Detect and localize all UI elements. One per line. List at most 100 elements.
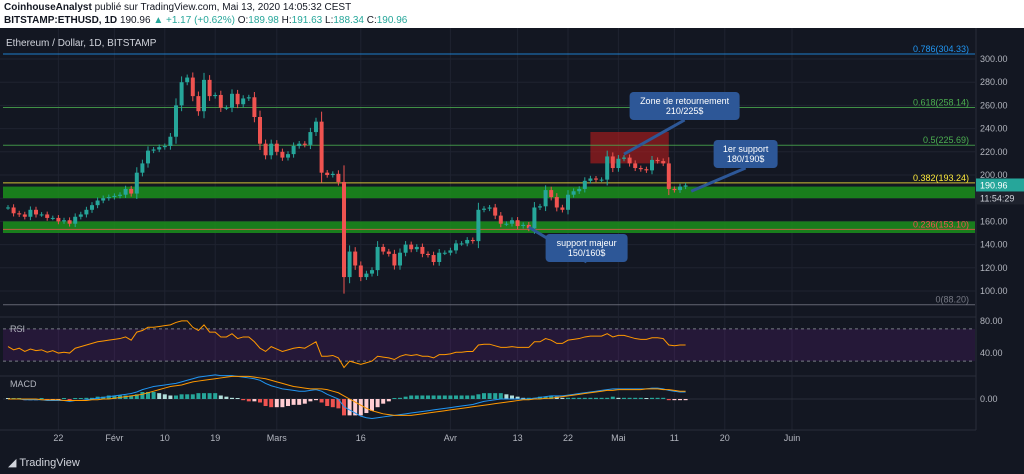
macd-histogram-bar — [454, 395, 458, 399]
macd-histogram-bar — [157, 393, 162, 399]
macd-histogram-bar — [661, 397, 666, 399]
macd-histogram-bar — [213, 393, 218, 399]
candle-body — [112, 195, 117, 198]
macd-histogram-bar — [644, 398, 649, 399]
x-tick-label: 20 — [720, 433, 730, 443]
candle-body — [666, 163, 671, 189]
candle-body — [627, 157, 632, 164]
callout-line: Zone de retournement — [640, 96, 730, 106]
y-tick-label: 200.00 — [980, 170, 1008, 180]
candle-body — [515, 220, 520, 227]
candle-body — [269, 143, 274, 156]
macd-histogram-bar — [605, 397, 610, 399]
fib-level-label: 0(88.20) — [935, 295, 969, 305]
candle-body — [263, 143, 268, 156]
macd-histogram-bar — [627, 397, 632, 399]
candle-body — [521, 224, 526, 227]
candle-body — [101, 198, 106, 201]
candle-body — [280, 151, 285, 158]
candle-body — [73, 216, 78, 224]
macd-histogram-bar — [414, 395, 419, 399]
x-tick-label: Févr — [105, 433, 123, 443]
candle-body — [45, 214, 50, 218]
candle-body — [157, 147, 162, 150]
macd-histogram-bar — [218, 395, 223, 399]
candle-body — [644, 169, 649, 171]
macd-histogram-bar — [386, 399, 391, 402]
candle-body — [84, 209, 89, 215]
candle-body — [146, 150, 150, 164]
macd-histogram-bar — [123, 395, 128, 399]
candle-body — [683, 185, 688, 187]
candle-body — [39, 214, 44, 216]
candle-body — [470, 239, 475, 242]
candle-body — [633, 163, 638, 169]
candle-body — [610, 156, 615, 169]
author-name[interactable]: CoinhouseAnalyst — [4, 2, 92, 13]
tradingview-brand[interactable]: ◢ TradingView — [8, 456, 80, 469]
macd-histogram-bar — [409, 395, 414, 399]
macd-histogram-bar — [560, 397, 565, 399]
macd-histogram-bar — [577, 397, 582, 399]
macd-histogram-bar — [521, 397, 526, 399]
candle-body — [543, 190, 548, 207]
rsi-tick-label: 80.00 — [980, 316, 1003, 326]
macd-histogram-bar — [353, 399, 358, 416]
macd-label: MACD — [10, 379, 37, 389]
callout-line: 1er support — [723, 144, 769, 154]
macd-histogram-bar — [392, 398, 397, 399]
macd-histogram-bar — [678, 399, 682, 401]
macd-pane: MACD 0.00 — [3, 374, 998, 420]
candle-body — [655, 159, 660, 162]
candle-body — [174, 105, 178, 137]
candle-body — [526, 224, 531, 229]
candle-body — [213, 94, 218, 97]
callout-pointer — [623, 118, 686, 156]
candle-body — [325, 172, 330, 175]
candle-body — [129, 188, 134, 194]
macd-line — [8, 374, 686, 420]
candle-body — [291, 146, 296, 155]
macd-histogram-bar — [482, 393, 486, 399]
y-tick-label: 120.00 — [980, 263, 1008, 273]
rsi-label: RSI — [10, 324, 25, 334]
y-tick-label: 220.00 — [980, 147, 1008, 157]
macd-histogram-bar — [622, 397, 626, 399]
candle-body — [538, 206, 542, 208]
callout-line: 150/160$ — [568, 248, 606, 258]
macd-histogram-bar — [162, 394, 167, 399]
macd-histogram-bar — [224, 396, 229, 399]
macd-histogram-bar — [274, 399, 279, 408]
macd-histogram-bar — [185, 394, 190, 399]
candle-body — [459, 243, 464, 245]
callout-box — [713, 140, 778, 168]
macd-histogram-bar — [319, 399, 324, 403]
macd-histogram-bar — [235, 398, 240, 399]
macd-histogram-bar — [146, 391, 150, 399]
callout-box — [629, 92, 740, 120]
candle-body — [420, 246, 425, 254]
published-text: publié sur TradingView.com, Mai 13, 2020… — [94, 2, 352, 13]
x-tick-label: Avr — [444, 433, 457, 443]
macd-histogram-bar — [431, 395, 436, 399]
macd-histogram-bar — [510, 395, 514, 399]
candle-body — [571, 191, 576, 195]
macd-histogram-bar — [655, 397, 660, 399]
candle-body — [577, 188, 582, 192]
candle-body — [353, 251, 358, 266]
candle-body — [241, 98, 246, 105]
macd-histogram-bar — [330, 399, 335, 408]
high-label: H: — [281, 15, 292, 26]
rsi-tick-label: 40.00 — [980, 348, 1003, 358]
last-price-tag-label: 190.96 — [980, 180, 1008, 190]
macd-histogram-bar — [280, 399, 285, 408]
macd-histogram-bar — [666, 399, 671, 401]
header-line-1: CoinhouseAnalyst publié sur TradingView.… — [4, 2, 351, 13]
macd-histogram-bar — [470, 395, 475, 399]
macd-histogram-bar — [616, 397, 621, 399]
macd-histogram-bar — [151, 391, 156, 399]
annotation-callout: Zone de retournement 210/225$ — [623, 92, 740, 156]
last-price-tag — [976, 178, 1024, 192]
candle-body — [493, 207, 498, 216]
